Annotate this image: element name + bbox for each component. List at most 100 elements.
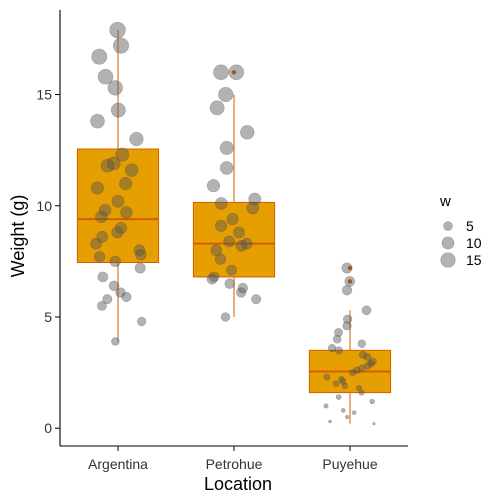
data-point	[100, 158, 115, 173]
y-tick-label: 0	[44, 420, 52, 436]
data-point	[214, 253, 227, 265]
data-point	[344, 276, 356, 287]
data-point	[134, 262, 146, 274]
legend-key	[440, 252, 456, 268]
data-point	[328, 419, 332, 424]
data-point	[135, 249, 147, 261]
y-tick-label: 15	[36, 87, 52, 103]
data-point	[341, 285, 353, 296]
data-point	[351, 410, 357, 415]
data-point	[226, 212, 239, 226]
data-point	[342, 314, 353, 324]
legend-label: 10	[466, 235, 482, 251]
data-point	[357, 339, 367, 348]
data-point	[339, 378, 347, 385]
data-point	[345, 415, 350, 420]
outlier-point	[347, 265, 353, 271]
box-puyehue	[308, 265, 392, 424]
legend-key	[441, 236, 455, 250]
data-point	[111, 226, 124, 239]
data-point	[90, 113, 105, 129]
data-point	[246, 201, 260, 215]
data-point	[110, 102, 126, 118]
data-point	[115, 287, 126, 298]
data-point	[98, 203, 112, 217]
data-point	[124, 163, 139, 177]
data-point	[349, 369, 357, 377]
data-point	[240, 237, 253, 250]
data-point	[209, 100, 225, 116]
data-point	[95, 210, 108, 224]
data-point	[363, 362, 372, 370]
data-point	[335, 394, 342, 400]
data-point	[111, 337, 120, 346]
data-point	[338, 375, 345, 383]
x-tick-label: Argentina	[88, 456, 148, 472]
x-axis-label: Location	[204, 474, 272, 494]
jitter-layer	[90, 21, 377, 426]
data-point	[137, 316, 147, 327]
data-point	[210, 244, 223, 256]
y-tick-label: 10	[36, 198, 52, 214]
box-iqr	[192, 201, 276, 278]
data-point	[108, 280, 120, 292]
boxes-layer	[76, 30, 392, 424]
data-point	[121, 291, 132, 303]
data-point	[109, 21, 126, 39]
data-point	[90, 237, 102, 250]
data-point	[218, 86, 234, 103]
data-point	[223, 235, 236, 248]
data-point	[341, 382, 349, 390]
data-point	[213, 64, 229, 81]
box-argentina	[76, 30, 160, 342]
data-point	[111, 194, 125, 208]
data-point	[97, 271, 109, 283]
data-point	[369, 398, 375, 405]
data-point	[106, 156, 121, 171]
data-point	[334, 346, 343, 355]
data-point	[206, 273, 218, 285]
data-point	[367, 359, 375, 368]
data-point	[224, 278, 235, 289]
x-ticks: Argentina Petrohue Puyehue	[88, 446, 378, 472]
outlier-point	[347, 279, 353, 284]
data-point	[353, 366, 361, 374]
box-iqr	[76, 148, 160, 263]
data-point	[120, 206, 133, 219]
data-point	[90, 181, 104, 195]
y-ticks: 0 5 10 15	[36, 87, 60, 436]
data-point	[219, 161, 234, 175]
data-point	[327, 344, 337, 353]
data-point	[334, 328, 343, 337]
data-point	[342, 321, 352, 331]
data-point	[129, 131, 144, 147]
data-point	[219, 140, 234, 155]
data-point	[323, 373, 331, 381]
data-point	[355, 385, 363, 392]
data-point	[107, 80, 123, 96]
data-point	[109, 255, 121, 267]
plot-area	[76, 21, 392, 426]
data-point	[332, 380, 340, 387]
data-point	[133, 244, 146, 256]
outlier-point	[231, 70, 237, 75]
box-petrohue	[192, 70, 276, 317]
data-point	[358, 389, 365, 396]
data-point	[97, 300, 107, 311]
data-point	[361, 305, 372, 316]
data-point	[208, 271, 220, 283]
data-point	[226, 264, 238, 276]
data-point	[206, 179, 221, 193]
legend-label: 5	[466, 218, 474, 234]
legend-title: w	[439, 193, 451, 210]
data-point	[358, 364, 366, 372]
data-point	[97, 68, 114, 85]
data-point	[368, 357, 377, 366]
data-point	[340, 408, 346, 413]
legend-label: 15	[466, 252, 482, 268]
data-point	[332, 334, 342, 344]
data-point	[240, 125, 255, 140]
